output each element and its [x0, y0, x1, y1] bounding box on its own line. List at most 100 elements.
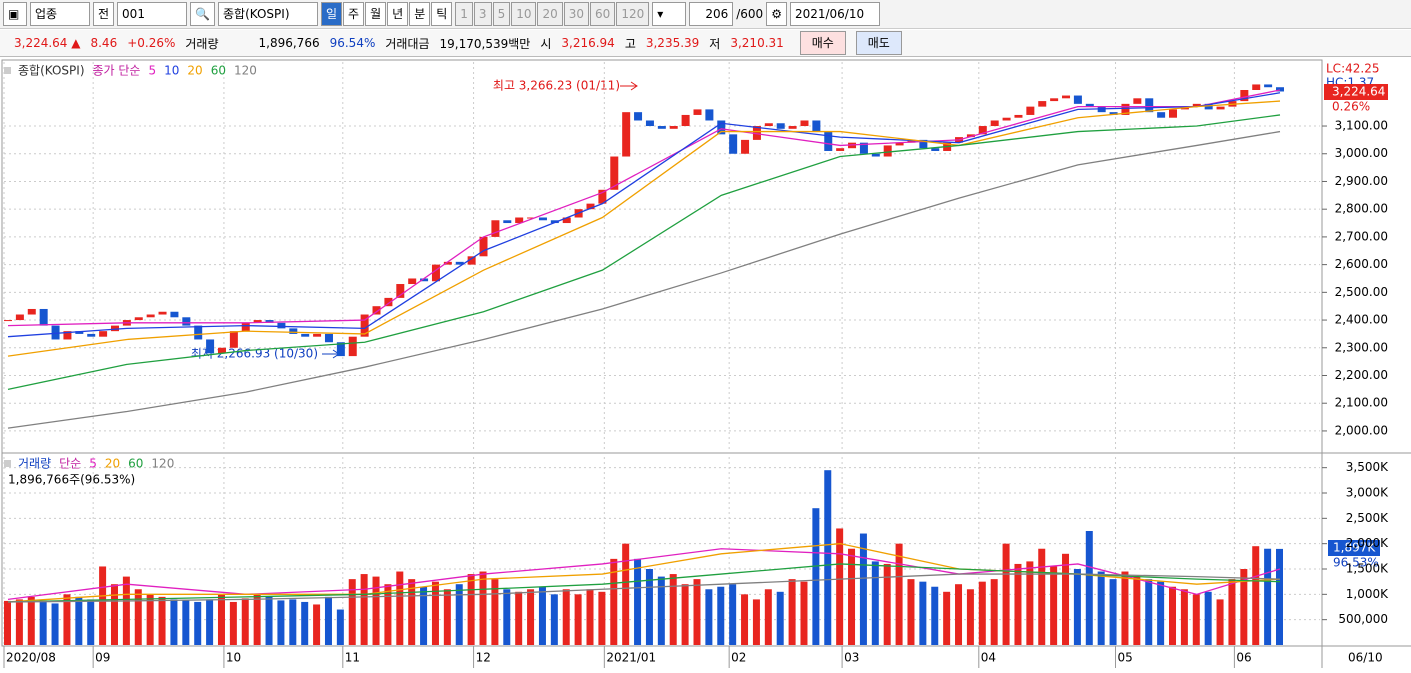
- volume-bar: [717, 586, 725, 645]
- candle: [301, 333, 310, 337]
- y-tick-label: 1,000K: [1346, 587, 1389, 601]
- volume-bar: [336, 609, 344, 645]
- volume-bar: [27, 596, 35, 645]
- candle: [110, 325, 119, 332]
- dropdown[interactable]: ▾: [652, 2, 687, 26]
- volume-bar: [598, 591, 606, 645]
- volume-bar: [1026, 561, 1034, 645]
- candle: [324, 333, 333, 343]
- y-tick-label: 2,700.00: [1335, 229, 1388, 243]
- candle: [693, 109, 702, 115]
- buy-btn[interactable]: 매수: [799, 31, 846, 55]
- volume-bar: [919, 581, 927, 645]
- candle: [1014, 114, 1023, 118]
- volume-bar: [622, 543, 630, 645]
- period-btn[interactable]: 년: [387, 2, 409, 26]
- period-btn[interactable]: 30: [563, 2, 590, 26]
- volume-bar: [562, 589, 570, 645]
- volume-bar: [229, 601, 237, 645]
- axis-note: 3,224.64: [1332, 85, 1385, 99]
- y-tick-label: 2,600.00: [1335, 257, 1388, 271]
- period-btn[interactable]: 틱: [431, 2, 453, 26]
- candle: [634, 112, 643, 121]
- candle: [752, 126, 761, 140]
- period-btn[interactable]: 3: [473, 2, 492, 26]
- y-tick-label: 2,400.00: [1335, 313, 1388, 327]
- count-max: /600: [736, 7, 764, 21]
- sell-btn[interactable]: 매도: [855, 31, 902, 55]
- candle: [871, 153, 880, 157]
- volume-bar: [1216, 599, 1224, 645]
- volume-bar: [681, 584, 689, 645]
- volume-bar: [241, 598, 249, 645]
- legend-entry: 5: [148, 64, 156, 78]
- icon[interactable]: ▣: [3, 2, 27, 26]
- volume-bar: [1085, 531, 1093, 645]
- volume-bar: [4, 600, 11, 645]
- y-tick-label: 2,000K: [1346, 536, 1389, 550]
- arrow: [620, 81, 638, 91]
- x-tick-label: 12: [476, 651, 491, 665]
- volume-bar: [1097, 571, 1105, 645]
- prev-btn[interactable]: 전: [93, 2, 115, 26]
- candle: [1073, 95, 1082, 104]
- legend-entry: 20: [187, 64, 202, 78]
- candle: [1050, 98, 1059, 102]
- x-tick-label: 05: [1118, 651, 1133, 665]
- candle: [681, 114, 690, 127]
- period-btn[interactable]: 60: [590, 2, 616, 26]
- candle: [1204, 103, 1213, 110]
- candle: [1264, 84, 1273, 88]
- volume-bar: [1038, 548, 1046, 645]
- volume-bar: [788, 579, 796, 645]
- y-tick-label: 3,000.00: [1335, 146, 1388, 160]
- volume-bar: [764, 589, 772, 645]
- volume-bar: [586, 589, 594, 645]
- period-btn[interactable]: 분: [409, 2, 431, 26]
- period-btn[interactable]: 일: [321, 2, 343, 26]
- date-input[interactable]: 2021/06/10: [789, 2, 880, 26]
- volume-bar: [1121, 571, 1129, 645]
- search[interactable]: 🔍: [190, 2, 215, 26]
- volume-bar: [1204, 591, 1212, 645]
- candle: [1038, 101, 1047, 107]
- volume-bar: [360, 574, 368, 645]
- volume-pct: 96.54%: [329, 36, 376, 50]
- period-btn[interactable]: 10: [511, 2, 537, 26]
- candle: [313, 333, 322, 337]
- candle: [788, 126, 797, 129]
- legend-title: 종합(KOSPI): [18, 64, 85, 78]
- period-btn[interactable]: 월: [365, 2, 387, 26]
- count-input[interactable]: 206: [689, 2, 734, 26]
- tool[interactable]: ⚙: [766, 2, 787, 26]
- candle: [1085, 103, 1094, 107]
- candle: [431, 264, 440, 282]
- candle: [669, 126, 678, 129]
- volume-bar: [372, 576, 380, 645]
- period-btn[interactable]: 120: [616, 2, 650, 26]
- volume-bar: [1145, 579, 1153, 645]
- period-btn[interactable]: 20: [537, 2, 563, 26]
- name-field[interactable]: 종합(KOSPI): [218, 2, 318, 26]
- candle: [194, 325, 203, 340]
- candle: [859, 142, 868, 154]
- volume-bar: [1228, 579, 1236, 645]
- volume-bar: [669, 574, 677, 645]
- volume-bar: [206, 599, 214, 645]
- candle: [467, 256, 476, 265]
- market-select[interactable]: 업종: [30, 2, 90, 26]
- candle: [170, 311, 179, 318]
- volume-bar: [966, 589, 974, 645]
- y-tick-label: 2,500K: [1346, 511, 1389, 525]
- code-input[interactable]: 001: [117, 2, 188, 26]
- volume-bar: [978, 581, 986, 645]
- candle: [538, 217, 547, 221]
- ma-line: [7, 548, 1281, 601]
- axis-note: LC:42.25: [1326, 62, 1379, 76]
- x-tick-label: 10: [226, 651, 241, 665]
- candle: [265, 320, 274, 323]
- period-btn[interactable]: 5: [492, 2, 511, 26]
- period-btn[interactable]: 주: [343, 2, 365, 26]
- candle: [1252, 84, 1261, 90]
- period-btn[interactable]: 1: [455, 2, 473, 26]
